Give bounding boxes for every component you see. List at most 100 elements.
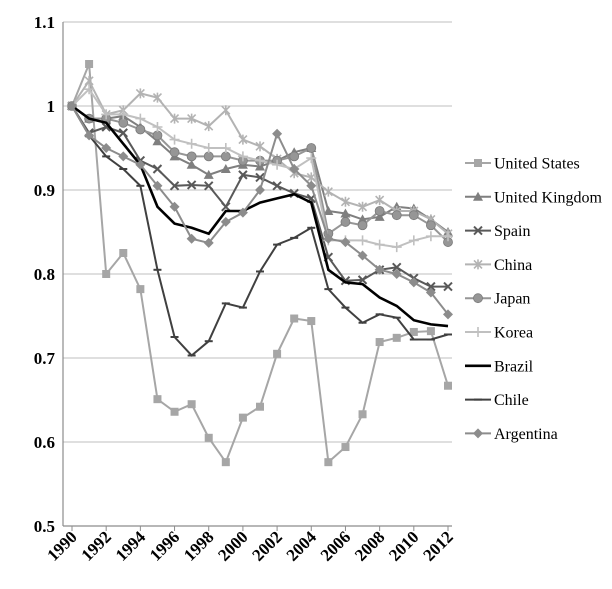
data-point-spain [169,181,180,191]
data-point-japan [391,210,402,221]
data-point-china [323,186,333,197]
data-point-argentina [152,180,163,191]
data-point-united-states [358,410,367,419]
data-point-korea [186,138,197,149]
x-tick-label: 2004 [283,527,321,565]
data-point-argentina [357,250,368,261]
data-point-china [135,88,145,99]
data-point-korea [203,143,214,153]
data-point-china [340,196,351,207]
data-point-united-kingdom [152,136,163,146]
data-point-spain [186,180,197,190]
legend: United States United Kingdom Spain China Jap… [465,156,603,443]
legend-swatch-marker [473,428,483,439]
legend-swatch-marker [473,191,483,201]
data-point-united-states [409,327,418,336]
data-point-united-kingdom [374,211,385,221]
data-point-argentina [272,128,283,139]
series-lines [67,60,453,467]
legend-swatch-marker [473,327,483,337]
data-point-united-kingdom [255,161,265,171]
data-point-china [84,75,94,86]
legend-swatch-marker [473,225,483,236]
data-point-korea [237,151,248,162]
data-point-japan [408,210,419,221]
data-point-argentina [101,143,112,153]
legend-item-spain: Spain [465,223,530,240]
data-point-korea [391,242,402,253]
data-point-japan [169,147,180,158]
data-point-united-states [307,317,316,326]
series-japan [67,101,453,247]
data-point-china [375,195,385,206]
data-point-united-states [187,400,196,409]
data-point-united-states [341,443,350,452]
legend-item-japan: Japan [465,291,530,308]
x-tick-label: 1994 [112,527,150,565]
y-tick-label: 1 [47,97,56,116]
data-point-united-states [119,249,128,257]
data-point-united-states [375,338,384,347]
data-point-china [221,105,231,116]
series-chile [68,105,452,357]
data-point-united-states [136,285,145,294]
x-tick-label: 2002 [248,527,285,564]
data-point-argentina [135,159,146,170]
y-tick-label: 0.8 [34,265,55,284]
data-point-argentina [391,269,402,279]
x-tick-label: 1996 [146,527,183,564]
data-point-korea [118,109,129,120]
data-point-spain [118,128,128,138]
legend-label: Chile [494,392,529,409]
legend-item-united-kingdom: United Kingdom [465,189,603,206]
series-line-spain [71,105,448,288]
data-point-united-states [392,333,401,342]
series-korea [67,84,453,253]
data-point-spain [272,181,282,191]
data-point-korea [425,231,436,242]
data-point-korea [255,155,265,166]
data-point-japan [306,143,317,153]
data-point-spain [204,181,214,191]
data-point-china [204,121,214,132]
y-tick-label: 1.1 [34,13,55,32]
data-point-united-kingdom [340,208,351,218]
legend-label: Japan [494,291,530,308]
series-line-brazil [71,104,449,328]
data-point-argentina [425,287,436,298]
data-point-china [238,134,248,145]
data-point-spain [221,202,231,212]
data-point-korea [101,109,112,120]
series-spain [67,101,453,292]
y-tick-label: 0.9 [34,181,55,200]
data-point-argentina [220,216,231,227]
legend-item-korea: Korea [465,325,533,342]
data-point-united-states [426,327,435,336]
y-tick-label: 0.7 [34,349,56,368]
data-point-korea [306,153,317,164]
data-point-united-kingdom [203,169,214,179]
data-point-united-states [85,60,94,68]
series-united-states [68,60,452,467]
data-point-argentina [237,207,248,218]
data-point-korea [84,84,95,95]
data-point-korea [374,239,385,250]
data-point-united-states [102,270,111,278]
data-point-spain [152,164,163,174]
data-point-korea [169,134,180,145]
legend-item-china: China [465,257,532,274]
legend-swatch-marker [473,293,483,304]
data-point-spain [443,281,453,292]
data-point-spain [426,281,436,292]
data-point-japan [118,117,129,128]
x-tick-label: 2000 [214,527,251,564]
data-point-china [187,113,197,124]
data-point-argentina [186,233,197,244]
data-point-japan [426,220,436,231]
x-tick-label: 2012 [419,527,456,564]
data-point-china [169,113,180,124]
data-point-korea [220,143,231,153]
data-point-japan [220,151,231,162]
